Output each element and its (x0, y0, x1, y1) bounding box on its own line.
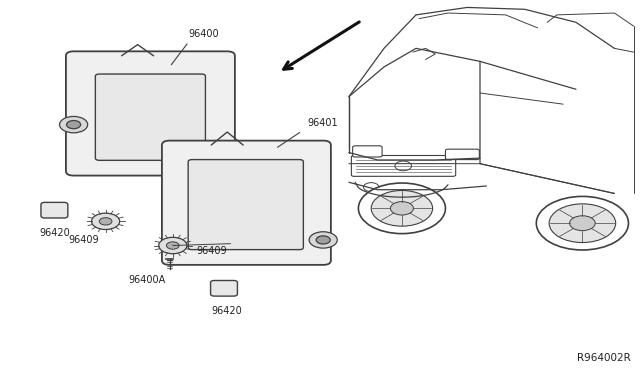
FancyBboxPatch shape (351, 155, 456, 176)
FancyBboxPatch shape (41, 202, 68, 218)
Circle shape (159, 237, 187, 254)
FancyBboxPatch shape (445, 149, 479, 160)
Circle shape (570, 216, 595, 231)
Circle shape (67, 121, 81, 129)
Circle shape (358, 183, 445, 234)
Circle shape (390, 202, 413, 215)
FancyBboxPatch shape (353, 146, 382, 157)
Text: 96409: 96409 (196, 246, 227, 256)
Circle shape (364, 183, 379, 192)
Circle shape (60, 116, 88, 133)
FancyBboxPatch shape (162, 141, 331, 265)
Text: 96420: 96420 (39, 228, 70, 238)
Text: R964002R: R964002R (577, 353, 630, 363)
Circle shape (549, 204, 616, 243)
Text: 96400A: 96400A (129, 275, 166, 285)
Text: 96400: 96400 (189, 29, 220, 39)
FancyBboxPatch shape (188, 160, 303, 250)
Circle shape (166, 242, 179, 249)
Circle shape (316, 236, 330, 244)
Text: 96401: 96401 (307, 118, 338, 128)
FancyBboxPatch shape (95, 74, 205, 160)
Circle shape (99, 218, 112, 225)
Circle shape (309, 232, 337, 248)
Text: 96420: 96420 (212, 306, 243, 316)
Circle shape (395, 161, 412, 171)
FancyBboxPatch shape (66, 51, 235, 176)
FancyBboxPatch shape (211, 280, 237, 296)
Circle shape (371, 190, 433, 226)
Text: 96409: 96409 (68, 235, 99, 245)
Circle shape (536, 196, 628, 250)
Circle shape (92, 213, 120, 230)
